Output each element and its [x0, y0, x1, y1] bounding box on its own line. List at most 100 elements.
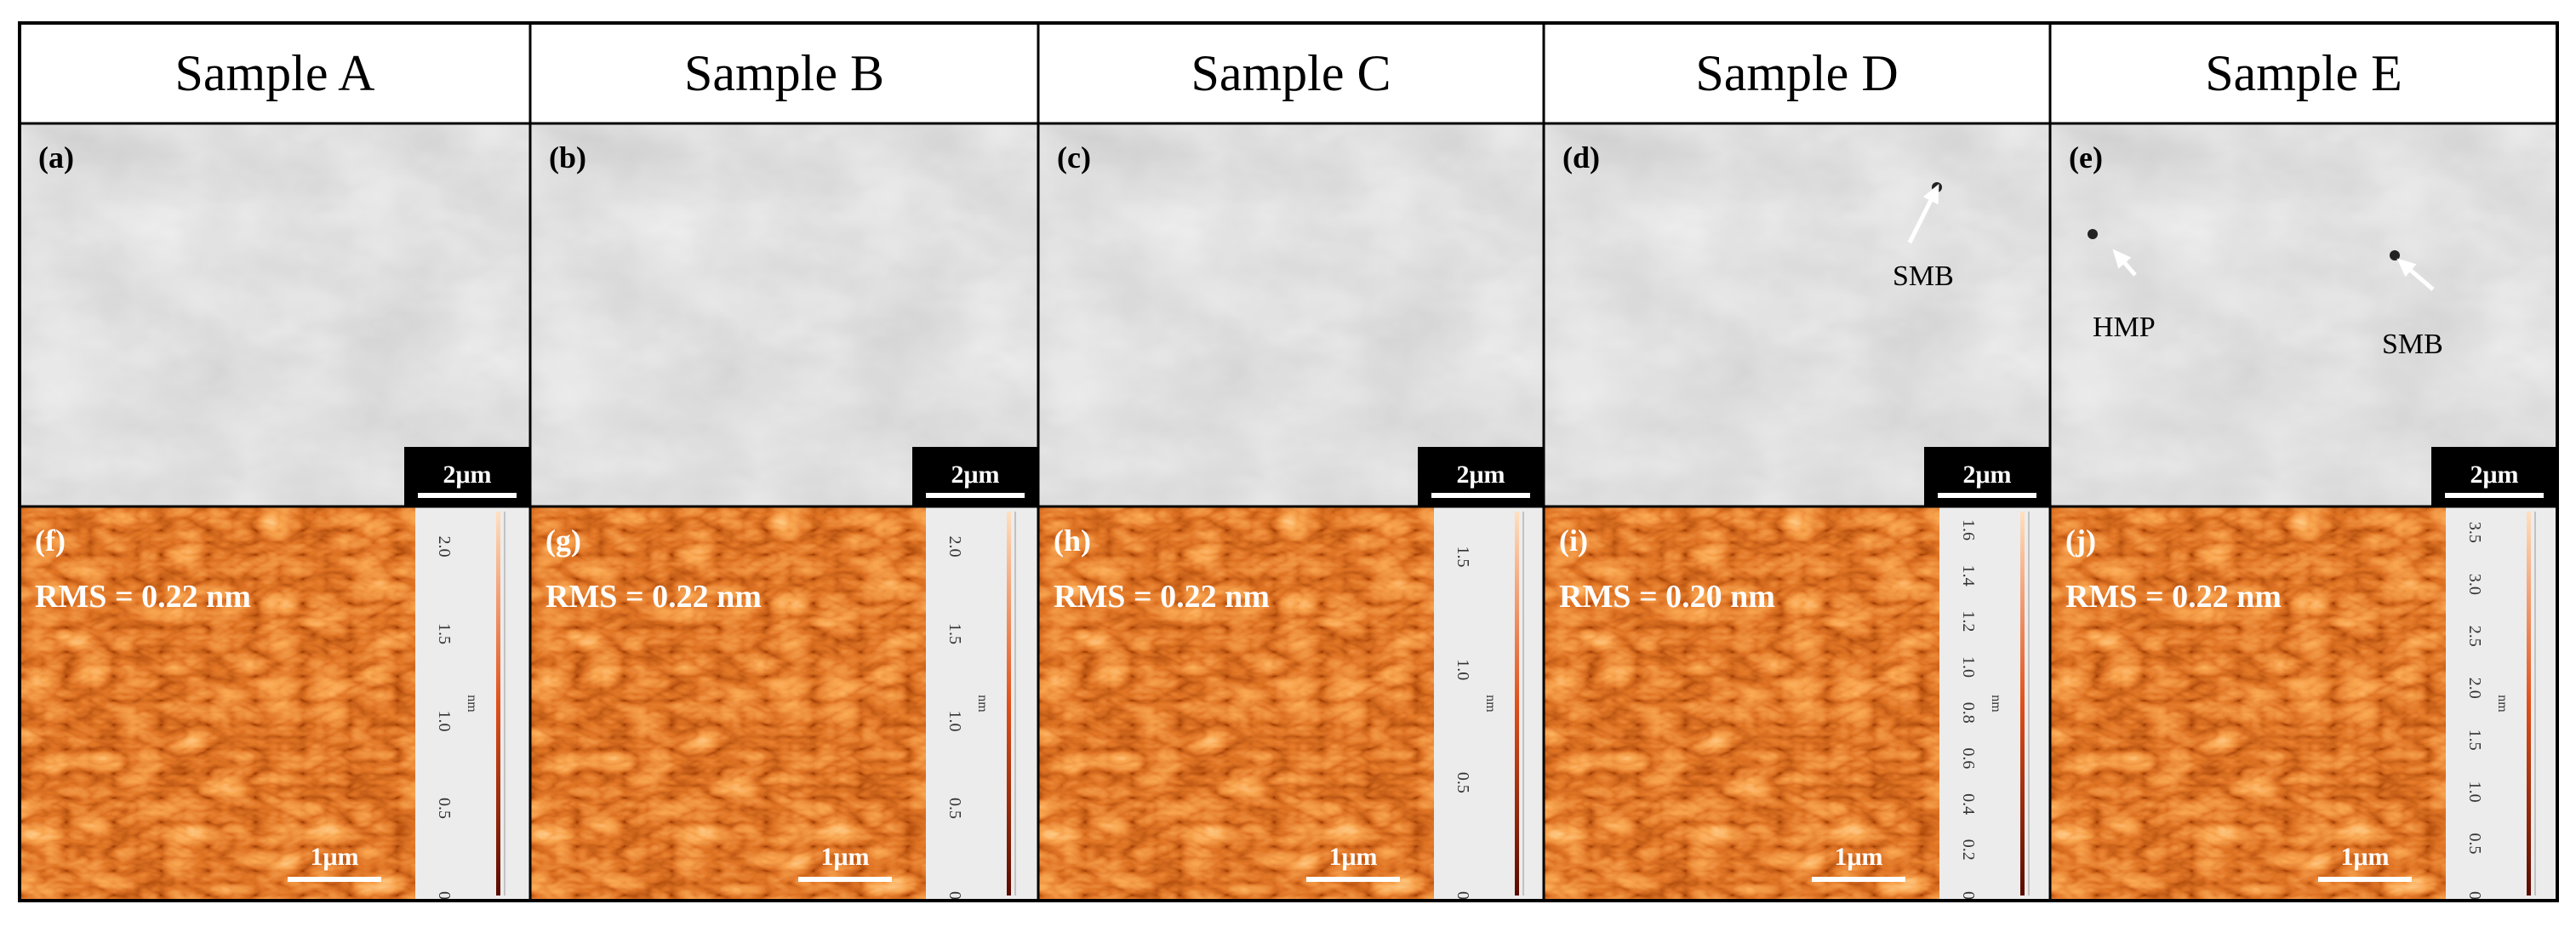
colorbar-tick: 1.2 — [1959, 610, 1978, 632]
colorbar-tick: 2.5 — [2465, 626, 2484, 647]
sem-texture — [1544, 123, 2050, 506]
scale-bar — [926, 493, 1025, 498]
colorbar-tick: 0.5 — [1454, 772, 1472, 793]
annotation: SMB — [2382, 329, 2443, 360]
sem-image: (c) 2μm — [1038, 123, 1544, 506]
colorbar-unit: nm — [2495, 695, 2510, 712]
rms-label: RMS = 0.22 nm — [2065, 579, 2282, 615]
colorbar — [2527, 512, 2531, 896]
annotation: SMB — [1893, 260, 1954, 292]
column-title: Sample C — [1191, 45, 1391, 101]
scale-bar — [418, 493, 517, 498]
colorbar-tick: 0.5 — [2465, 833, 2484, 855]
sem-texture — [20, 123, 530, 506]
sem-image: (e) 2μm HMP SMB — [2050, 123, 2557, 506]
scale-bar — [1938, 493, 2036, 498]
scale-bar-label: 2μm — [2470, 461, 2519, 489]
colorbar-panel — [926, 506, 1038, 901]
colorbar-tick: 3.0 — [2465, 574, 2484, 595]
colorbar-panel — [2446, 506, 2557, 901]
sem-image: (b) 2μm — [530, 123, 1038, 506]
colorbar-tick: 0.5 — [945, 798, 964, 819]
panel-label: (a) — [38, 140, 74, 175]
panel-label: (j) — [2065, 524, 2096, 558]
scale-bar — [288, 877, 381, 882]
colorbar-tick: 3.5 — [2465, 522, 2484, 543]
colorbar-tick: 1.5 — [1454, 546, 1472, 568]
afm-texture — [1544, 506, 1939, 901]
colorbar-unit: nm — [1989, 695, 2003, 712]
colorbar-unit: nm — [465, 695, 479, 712]
column-title: Sample E — [2205, 45, 2402, 101]
colorbar-tick: 1.5 — [945, 623, 964, 644]
rms-label: RMS = 0.20 nm — [1559, 579, 1775, 615]
scale-bar — [798, 877, 892, 882]
colorbar-tick: 1.5 — [435, 623, 454, 644]
scale-bar-label: 2μm — [1457, 461, 1505, 489]
colorbar-tick: 2.0 — [435, 536, 454, 558]
sem-texture — [2050, 123, 2557, 506]
scale-bar-label: 1μm — [821, 843, 870, 871]
sem-image: (a) 2μm — [20, 123, 530, 506]
scale-bar-label: 2μm — [1963, 461, 2012, 489]
scale-bar-label: 2μm — [443, 461, 492, 489]
column-title: Sample A — [175, 45, 375, 101]
colorbar-panel — [1939, 506, 2050, 901]
scale-bar-label: 1μm — [2341, 843, 2390, 871]
arrow-head — [1922, 184, 1939, 205]
colorbar-tick: 1.5 — [2465, 730, 2484, 751]
rms-label: RMS = 0.22 nm — [1054, 579, 1270, 615]
scale-bar — [2445, 493, 2544, 498]
colorbar — [496, 512, 500, 896]
afm-image: (h) RMS = 0.22 nm 1μm 0 0.5 1.0 1.5 nm — [1038, 506, 1544, 901]
scale-bar-label: 1μm — [311, 843, 359, 871]
colorbar-panel — [415, 506, 530, 901]
colorbar-tick: 0 — [945, 891, 964, 900]
afm-image: (i) RMS = 0.20 nm 1μm 0 0.2 0.4 0.6 0.8 1.0 1.2 1.… — [1544, 506, 2050, 901]
rms-label: RMS = 0.22 nm — [35, 579, 251, 615]
annotation: HMP — [2093, 312, 2156, 343]
colorbar-tick: 1.0 — [1959, 656, 1978, 678]
column-title: Sample D — [1695, 45, 1898, 101]
panel-label: (i) — [1559, 524, 1588, 558]
colorbar-tick: 0.5 — [435, 798, 454, 819]
colorbar-tick: 0 — [1454, 891, 1472, 900]
panel-label: (b) — [549, 140, 586, 175]
colorbar-tick: 1.6 — [1959, 519, 1978, 541]
defect — [2390, 250, 2400, 260]
sem-texture — [530, 123, 1038, 506]
scale-bar — [1431, 493, 1530, 498]
colorbar-tick: 0 — [1959, 891, 1978, 900]
scale-bar — [2318, 877, 2412, 882]
colorbar-tick: 0 — [435, 891, 454, 900]
scale-bar-label: 1μm — [1329, 843, 1378, 871]
arrow-head — [2112, 249, 2132, 269]
colorbar-tick: 2.0 — [2465, 678, 2484, 699]
afm-texture — [2050, 506, 2446, 901]
defect — [2088, 229, 2098, 239]
panel-label: (h) — [1054, 524, 1091, 558]
panel-label: (g) — [545, 524, 581, 558]
colorbar-tick: 0.8 — [1959, 702, 1978, 724]
figure-border — [18, 21, 2559, 902]
afm-image: (f) RMS = 0.22 nm 1μm 0 0.5 1.0 1.5 2.0 nm — [20, 506, 530, 901]
colorbar-tick: 1.4 — [1959, 565, 1978, 587]
afm-image: (g) RMS = 0.22 nm 1μm 0 0.5 1.0 1.5 2.0 nm — [530, 506, 1038, 901]
colorbar — [2020, 512, 2025, 896]
afm-image: (j) RMS = 0.22 nm 1μm 0 0.5 1.0 1.5 2.0 2.5 3.0 3.… — [2050, 506, 2557, 901]
colorbar-tick: 1.0 — [435, 711, 454, 732]
colorbar-tick: 1.0 — [1454, 659, 1472, 680]
scale-bar-label: 1μm — [1835, 843, 1883, 871]
colorbar-unit: nm — [975, 695, 990, 712]
colorbar-tick: 2.0 — [945, 536, 964, 558]
sem-texture — [1038, 123, 1544, 506]
arrow-head — [2396, 258, 2417, 278]
scale-bar — [1306, 877, 1400, 882]
panel-label: (d) — [1562, 140, 1600, 175]
panel-label: (c) — [1057, 140, 1091, 175]
afm-texture — [530, 506, 926, 901]
colorbar-tick: 0.6 — [1959, 747, 1978, 769]
panel-label: (e) — [2069, 140, 2103, 175]
